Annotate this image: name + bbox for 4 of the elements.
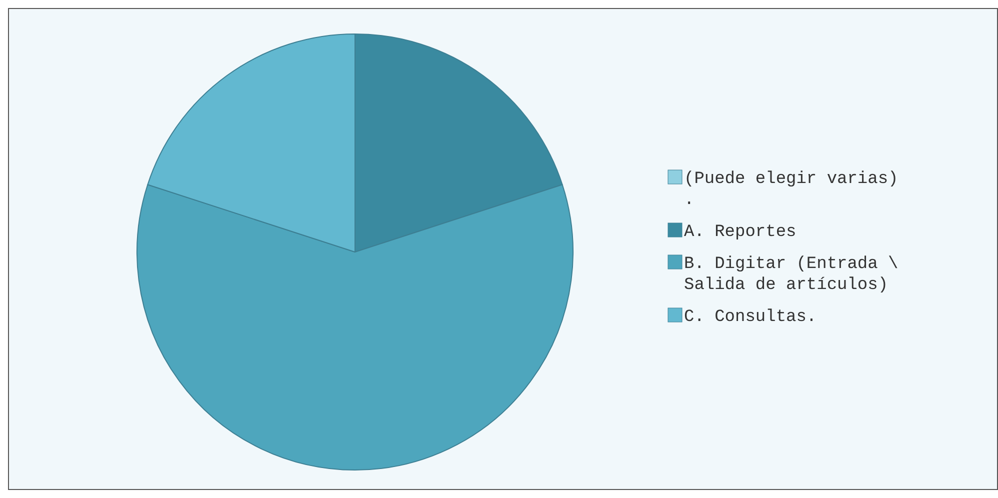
legend-label: C. Consultas. bbox=[684, 308, 817, 327]
legend-label: A. Reportes bbox=[684, 223, 796, 242]
legend-label: (Puede elegir varias) . bbox=[684, 170, 898, 210]
legend-label: B. Digitar (Entrada \ Salida de artículos) bbox=[684, 255, 898, 295]
